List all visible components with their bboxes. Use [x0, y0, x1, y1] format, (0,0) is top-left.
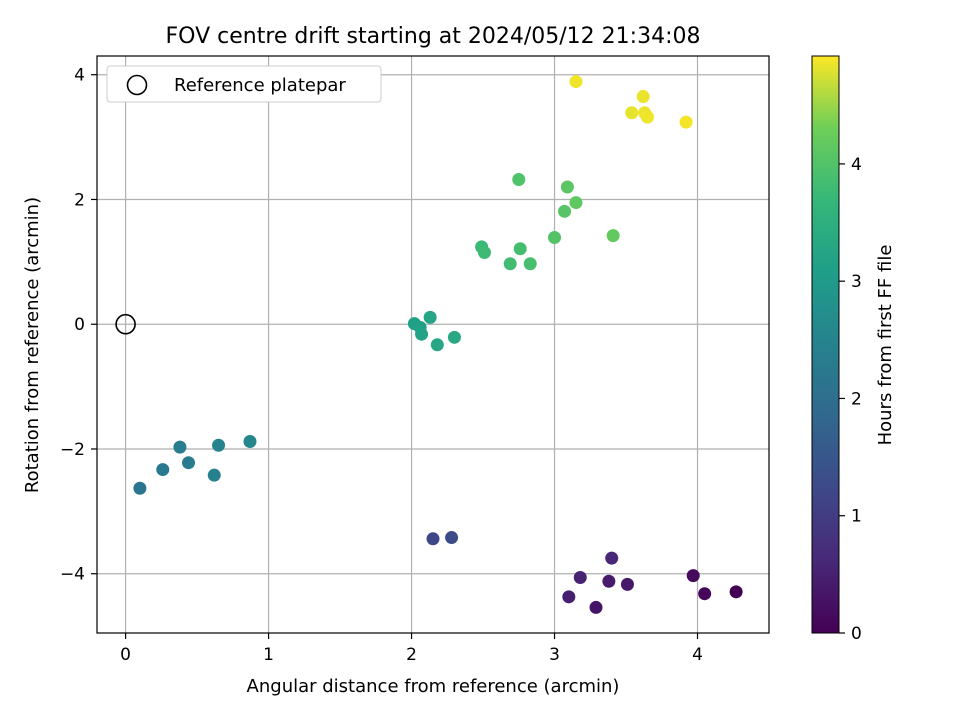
data-point: [679, 115, 693, 129]
y-tick-label: 2: [74, 190, 85, 210]
colorbar-tick-label: 2: [851, 389, 862, 409]
data-points: [133, 75, 743, 614]
data-point: [430, 338, 444, 352]
data-point: [562, 590, 576, 604]
data-point: [207, 468, 221, 482]
data-point: [447, 330, 461, 344]
colorbar-ticks: 0 1 2 3 4: [839, 155, 862, 644]
data-point: [620, 577, 634, 591]
data-point: [512, 173, 526, 187]
y-tick-label: 4: [74, 66, 85, 86]
data-point: [560, 180, 574, 194]
colorbar: 0 1 2 3 4 Hours from first FF file: [811, 55, 896, 644]
x-tick-label: 0: [120, 645, 131, 665]
data-point: [156, 463, 170, 477]
colorbar-tick-label: 0: [851, 624, 862, 644]
chart-title: FOV centre drift starting at 2024/05/12 …: [166, 24, 701, 49]
data-point: [558, 204, 572, 218]
data-point: [212, 438, 226, 452]
x-tick-label: 3: [549, 645, 560, 665]
colorbar-tick-label: 3: [851, 272, 862, 292]
data-point: [602, 574, 616, 588]
colorbar-tick-label: 4: [851, 155, 862, 175]
x-tick-label: 1: [263, 645, 274, 665]
y-tick-label: 0: [74, 315, 85, 335]
data-point: [173, 440, 187, 454]
data-point: [605, 551, 619, 565]
y-axis-label: Rotation from reference (arcmin): [22, 197, 43, 493]
data-point: [606, 229, 620, 243]
grid: [97, 56, 769, 633]
y-ticks: −4 −2 0 2 4: [60, 66, 97, 585]
data-point: [426, 532, 440, 546]
data-point: [503, 257, 517, 271]
x-tick-label: 4: [692, 645, 703, 665]
data-point: [477, 245, 491, 259]
data-point: [569, 196, 583, 210]
colorbar-gradient: [811, 55, 840, 634]
data-point: [415, 327, 429, 341]
data-point: [729, 585, 743, 599]
data-point: [445, 531, 459, 545]
y-tick-label: −4: [60, 565, 85, 585]
data-point: [686, 569, 700, 583]
data-point: [133, 481, 147, 495]
y-tick-label: −2: [60, 440, 85, 460]
data-point: [513, 242, 527, 256]
x-axis-label: Angular distance from reference (arcmin): [247, 676, 620, 697]
data-point: [589, 600, 603, 614]
data-point: [573, 570, 587, 584]
data-point: [182, 456, 196, 470]
data-point: [698, 587, 712, 601]
data-point: [243, 434, 257, 448]
data-point: [569, 75, 583, 89]
data-point: [640, 110, 654, 124]
x-ticks: 0 1 2 3 4: [120, 633, 703, 665]
colorbar-tick-label: 1: [851, 507, 862, 527]
data-point: [625, 106, 639, 120]
reference-marker: [115, 313, 136, 335]
legend-entry: Reference platepar: [174, 75, 346, 96]
legend-reference-icon: [126, 74, 148, 96]
data-point: [523, 257, 537, 271]
plot-frame: [96, 55, 770, 634]
x-tick-label: 2: [406, 645, 417, 665]
colorbar-label: Hours from first FF file: [875, 245, 896, 446]
legend: Reference platepar: [106, 65, 382, 103]
data-point: [423, 310, 437, 324]
data-point: [548, 231, 562, 245]
legend-box: [106, 65, 382, 103]
data-point: [636, 90, 650, 104]
